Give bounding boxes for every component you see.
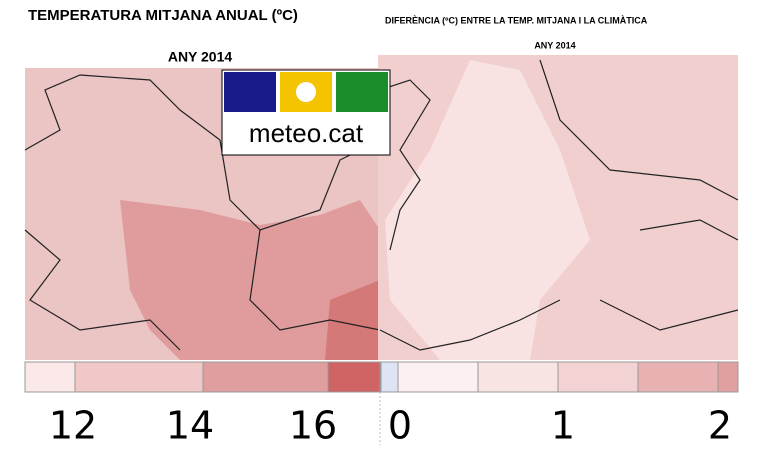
warm-region bbox=[120, 200, 380, 360]
legend-swatch bbox=[397, 361, 479, 393]
legend-label: 14 bbox=[166, 404, 214, 448]
legend-swatch bbox=[380, 361, 399, 393]
legend-swatch bbox=[637, 361, 719, 393]
legend-swatch bbox=[327, 361, 381, 393]
logo-icon bbox=[336, 72, 388, 112]
legend-swatch bbox=[74, 361, 204, 393]
right-title: DIFERÈNCIA (ºC) ENTRE LA TEMP. MITJANA I… bbox=[385, 15, 648, 25]
left-title: TEMPERATURA MITJANA ANUAL (ºC) bbox=[28, 7, 298, 24]
right-legend bbox=[380, 361, 739, 393]
right-subtitle: ANY 2014 bbox=[534, 40, 575, 50]
logo-text: meteo.cat bbox=[249, 118, 364, 148]
logo-sun bbox=[296, 82, 316, 102]
legend-swatch bbox=[24, 361, 76, 393]
legend-label: 12 bbox=[49, 404, 97, 448]
hot-region bbox=[325, 280, 380, 360]
logo-icon bbox=[224, 72, 276, 112]
left-subtitle: ANY 2014 bbox=[168, 49, 233, 65]
boundaries bbox=[24, 74, 381, 351]
left-legend bbox=[24, 361, 381, 393]
legend-swatch bbox=[557, 361, 639, 393]
legend-swatch bbox=[477, 361, 559, 393]
legend-label: 1 bbox=[551, 404, 575, 448]
legend-label: 2 bbox=[708, 404, 732, 448]
low-diff-region bbox=[385, 60, 590, 360]
legend-label: 16 bbox=[289, 404, 337, 448]
boundaries bbox=[379, 59, 739, 351]
legend-label: 0 bbox=[388, 404, 412, 448]
legend-swatch bbox=[202, 361, 329, 393]
legend-swatch bbox=[717, 361, 739, 393]
